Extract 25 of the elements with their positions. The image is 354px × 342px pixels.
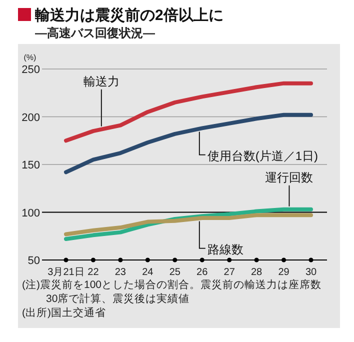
x-tick-label: 23 (114, 267, 126, 278)
x-tick-label: 27 (224, 267, 236, 278)
x-tick-label: 26 (196, 267, 208, 278)
text: 輸送力 (83, 74, 120, 88)
text: (出所)国土交通省 (22, 306, 106, 319)
x-tick-label: 25 (169, 267, 181, 278)
chart-subtitle: ―高速バス回復状況― (35, 26, 155, 40)
text: (注)震災前を100とした場合の割合。震災前の輸送力は座席数30席で計算、震災後は実績値 (22, 278, 322, 305)
x-tick-label: 24 (142, 267, 154, 278)
y-tick-label: 150 (22, 160, 40, 172)
y-tick-label: 200 (22, 112, 40, 124)
x-tick-label: 22 (88, 267, 100, 278)
y-tick-label: 100 (22, 207, 40, 220)
chart-title: 輸送力は震災前の2倍以上に (34, 7, 224, 24)
x-tick-label: 30 (305, 267, 317, 278)
line-series (64, 213, 313, 236)
y-tick-label: 250 (22, 64, 40, 76)
text: 運行回数 (265, 170, 314, 184)
x-tick-label: 3月21日 (48, 267, 84, 278)
y-axis-title: (%) (24, 53, 37, 62)
x-tick-label: 29 (278, 267, 290, 278)
text: 路線数 (207, 242, 244, 256)
y-tick-label: 50 (28, 255, 40, 267)
series-label: 使用台数(片道／1日) (207, 148, 318, 163)
x-tick-label: 28 (250, 267, 263, 278)
